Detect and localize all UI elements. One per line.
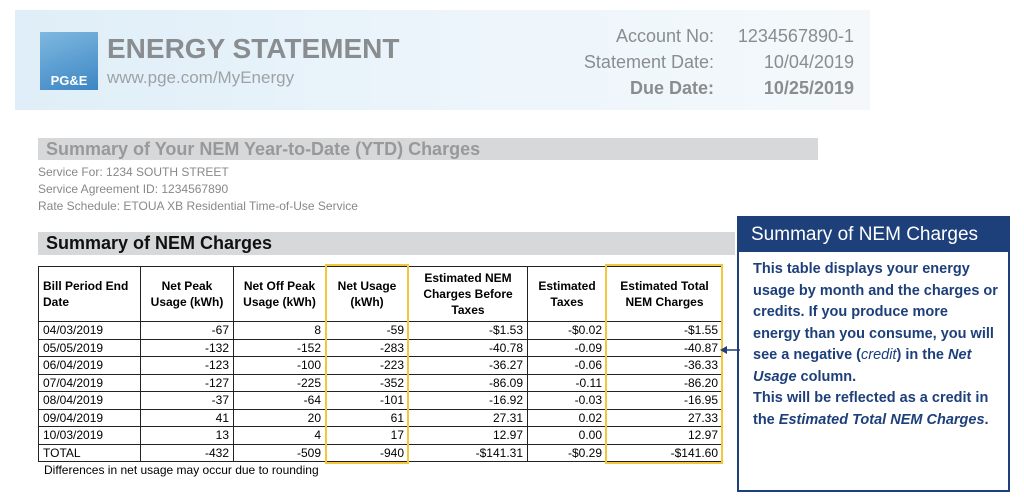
label: Statement Date:: [583, 52, 714, 72]
cell: -$141.60: [606, 443, 723, 462]
cell: -$0.02: [527, 321, 607, 340]
cell: 13: [140, 426, 234, 445]
cell: -432: [140, 443, 234, 462]
cell: -16.95: [606, 391, 723, 410]
cell: -40.78: [408, 338, 528, 357]
logo: PG&E: [40, 32, 98, 90]
cell: -67: [140, 321, 234, 340]
section-title: Summary of NEM Charges: [38, 232, 735, 255]
cell: -0.03: [527, 391, 607, 410]
value: 1234567890-1: [737, 26, 854, 46]
cell: -123: [140, 356, 234, 375]
column-header: Estimated NEM Charges Before Taxes: [408, 266, 528, 322]
cell: 04/03/2019: [38, 321, 141, 340]
column-header: Estimated Taxes: [527, 266, 607, 322]
service-info: Service For: 1234 SOUTH STREET Service Ag…: [38, 164, 358, 215]
row: 10/03/2019 13 4 17 12.97 0.00 12.97: [38, 426, 723, 445]
label: Account No:: [615, 26, 714, 46]
charges-table: Bill Period End Date Net Peak Usage (kWh)…: [38, 266, 723, 462]
cell: 06/04/2019: [38, 356, 141, 375]
column-header: Estimated Total NEM Charges: [606, 266, 723, 322]
label: Due Date:: [629, 78, 714, 98]
column-header: Bill Period End Date: [38, 266, 141, 322]
service-line: Rate Schedule: ETOUA XB Residential Time…: [38, 199, 358, 213]
callout-title: Summary of NEM Charges: [739, 218, 1008, 252]
cell: -127: [140, 373, 234, 392]
column-header: Net Peak Usage (kWh): [140, 266, 234, 322]
value: 10/25/2019: [763, 78, 854, 98]
cell: 20: [233, 408, 326, 427]
cell: -509: [233, 443, 326, 462]
header-band: [15, 10, 870, 110]
text: ) in the: [896, 347, 949, 363]
cell: TOTAL: [38, 443, 141, 462]
cell: 09/04/2019: [38, 408, 141, 427]
cell: -0.11: [527, 373, 607, 392]
cell: 41: [140, 408, 234, 427]
cell: -37: [140, 391, 234, 410]
column-header: Net Off Peak Usage (kWh): [233, 266, 326, 322]
row: 09/04/2019 41 20 61 27.31 0.02 27.33: [38, 408, 723, 427]
highlight: [325, 264, 409, 464]
text: column.: [796, 368, 857, 385]
service-line: Service Agreement ID: 1234567890: [38, 182, 229, 196]
cell: 0.02: [527, 408, 607, 427]
cell: 05/05/2019: [38, 338, 141, 357]
row: 07/04/2019 -127 -225 -352 -86.09 -0.11 -86.20: [38, 373, 723, 392]
column-header: Net Usage (kWh): [325, 266, 409, 322]
callout-body: This table displays your energy usage by…: [739, 252, 1008, 431]
cell: -64: [233, 391, 326, 410]
cell: 10/03/2019: [38, 426, 141, 445]
cell: -$0.29: [527, 443, 607, 462]
section-title: Summary of Your NEM Year-to-Date (YTD) C…: [38, 138, 818, 160]
text: Net Usage: [753, 347, 972, 385]
row: 04/03/2019 -67 8 -59 -$1.53 -$0.02 -$1.55: [38, 321, 723, 340]
row: 05/05/2019 -132 -152 -283 -40.78 -0.09 -40.87: [38, 338, 723, 357]
value: 10/04/2019: [763, 52, 854, 72]
text: Estimated Total NEM Charges: [778, 411, 985, 428]
header-row: Bill Period End Date Net Peak Usage (kWh)…: [38, 266, 723, 322]
text: .: [984, 411, 989, 428]
statement-title: ENERGY STATEMENT: [107, 33, 400, 64]
cell: 0.00: [527, 426, 607, 445]
cell: 27.31: [408, 408, 528, 427]
cell: -225: [233, 373, 326, 392]
cell: 4: [233, 426, 326, 445]
cell: -100: [233, 356, 326, 375]
callout: Summary of NEM Charges This table displa…: [737, 216, 1010, 492]
cell: -16.92: [408, 391, 528, 410]
cell: 12.97: [408, 426, 528, 445]
cell: 07/04/2019: [38, 373, 141, 392]
service-line: Service For: 1234 SOUTH STREET: [38, 165, 229, 179]
cell: 8: [233, 321, 326, 340]
cell: -152: [233, 338, 326, 357]
row: TOTAL -432 -509 -940 -$141.31 -$0.29 -$141.60: [38, 443, 723, 462]
cell: -0.06: [527, 356, 607, 375]
cell: -132: [140, 338, 234, 357]
highlight: [605, 264, 723, 464]
cell: -86.09: [408, 373, 528, 392]
cell: 08/04/2019: [38, 391, 141, 410]
url: www.pge.com/MyEnergy: [107, 68, 295, 87]
cell: -$141.31: [408, 443, 528, 462]
cell: -$1.53: [408, 321, 528, 340]
text: This will be reflected as a credit in th…: [753, 390, 989, 428]
footnote: Differences in net usage may occur due t…: [44, 463, 319, 477]
text: This table displays your energy usage by…: [753, 261, 998, 363]
cell: -0.09: [527, 338, 607, 357]
cell: -36.27: [408, 356, 528, 375]
text: credit: [861, 347, 897, 363]
